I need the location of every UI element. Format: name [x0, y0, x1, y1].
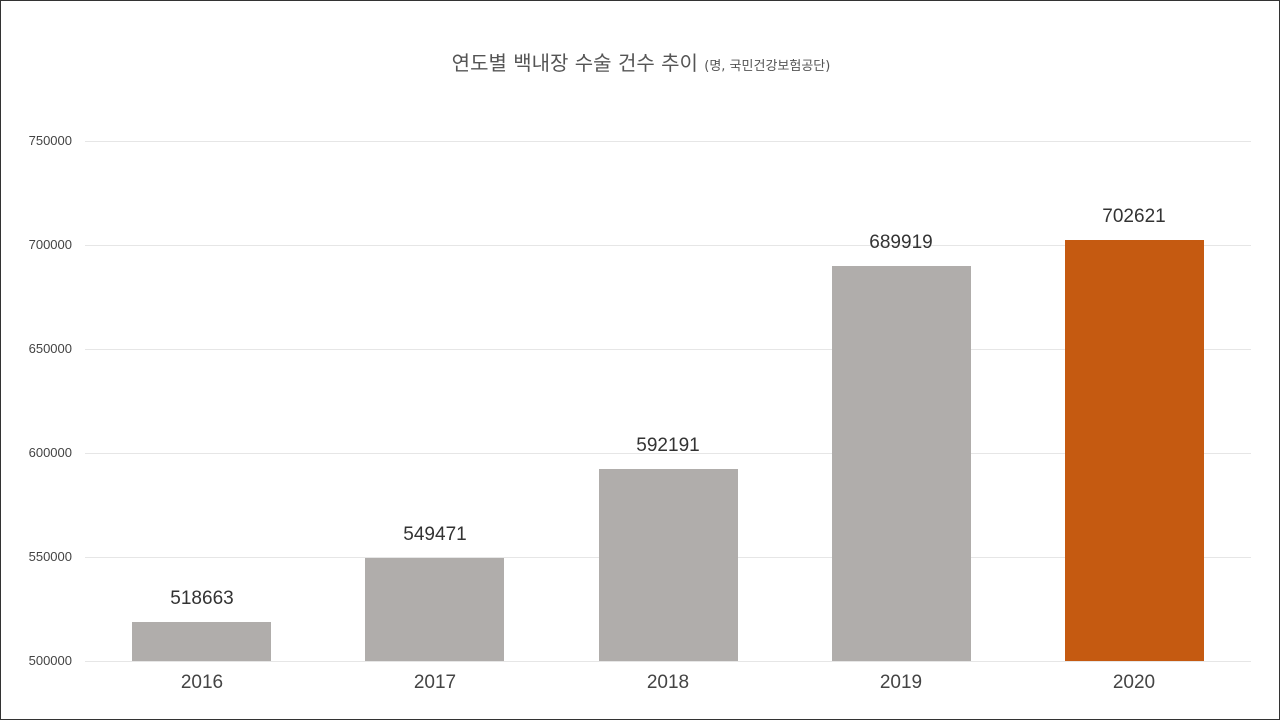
- y-tick-label: 650000: [28, 341, 72, 356]
- bar-value-label: 549471: [403, 524, 467, 545]
- bar-2020: [1065, 240, 1204, 661]
- y-tick-label: 600000: [28, 445, 72, 460]
- y-tick-label: 500000: [28, 653, 72, 668]
- bar-value-label: 592191: [636, 435, 700, 456]
- chart-title-main: 연도별 백내장 수술 건수 추이: [451, 51, 698, 75]
- x-tick-label: 2018: [646, 672, 690, 693]
- bar-value-label: 702621: [1102, 206, 1166, 227]
- gridline: [85, 661, 1251, 662]
- x-tick-label: 2020: [1112, 672, 1156, 693]
- x-tick-label: 2017: [413, 672, 457, 693]
- bar-value-label: 689919: [869, 232, 933, 253]
- y-tick-label: 750000: [28, 133, 72, 148]
- chart-title: 연도별 백내장 수술 건수 추이 (명, 국민건강보험공단): [1, 47, 1280, 76]
- gridline: [85, 245, 1251, 246]
- gridline: [85, 453, 1251, 454]
- bar-2017: [365, 558, 504, 661]
- bar-2019: [832, 266, 971, 661]
- gridline: [85, 141, 1251, 142]
- y-tick-label: 700000: [28, 237, 72, 252]
- gridline: [85, 349, 1251, 350]
- x-tick-label: 2016: [180, 672, 224, 693]
- bar-2016: [132, 622, 271, 661]
- chart-title-source: (명, 국민건강보험공단): [704, 59, 831, 74]
- bar-2018: [599, 469, 738, 661]
- x-tick-label: 2019: [879, 672, 923, 693]
- bar-value-label: 518663: [170, 588, 234, 609]
- y-tick-label: 550000: [28, 549, 72, 564]
